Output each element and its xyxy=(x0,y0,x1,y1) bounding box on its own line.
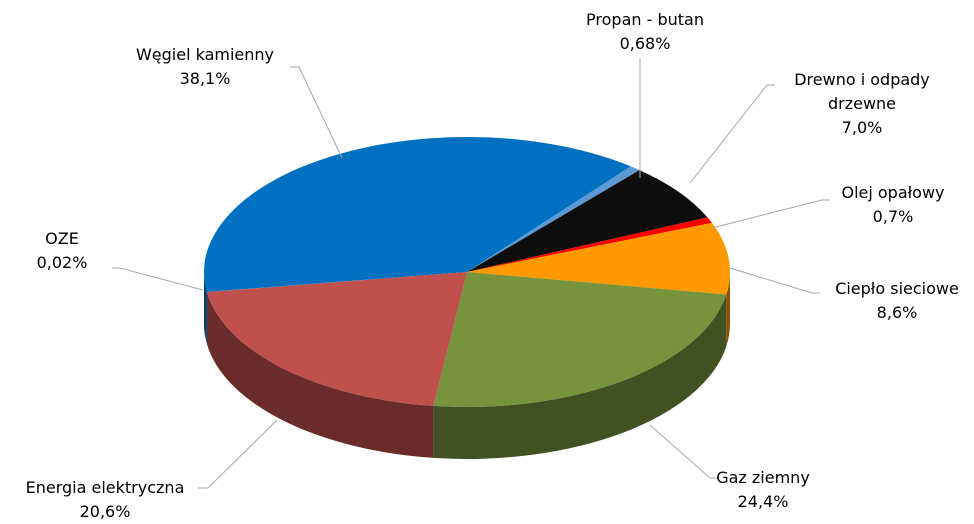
category-label: Gaz ziemny xyxy=(716,466,810,490)
leader-line xyxy=(650,425,718,478)
value-label: 38,1% xyxy=(136,67,274,91)
value-label: 0,68% xyxy=(586,32,704,56)
leader-line xyxy=(690,85,775,183)
category-label: OZE xyxy=(37,227,88,251)
leader-line xyxy=(112,268,203,290)
category-label: Drewno i odpady drzewne xyxy=(772,68,952,116)
category-label: Ciepło sieciowe xyxy=(835,277,959,301)
leader-line xyxy=(712,200,830,228)
category-label: Propan - butan xyxy=(586,8,704,32)
value-label: 20,6% xyxy=(26,500,185,524)
value-label: 8,6% xyxy=(835,301,959,325)
leader-line xyxy=(290,67,342,158)
leader-line xyxy=(198,420,277,488)
category-label: Węgiel kamienny xyxy=(136,43,274,67)
value-label: 7,0% xyxy=(772,116,952,140)
leader-line xyxy=(730,268,820,293)
value-label: 0,7% xyxy=(841,205,944,229)
value-label: 24,4% xyxy=(716,490,810,514)
category-label: Olej opałowy xyxy=(841,181,944,205)
value-label: 0,02% xyxy=(37,251,88,275)
category-label: Energia elektryczna xyxy=(26,476,185,500)
